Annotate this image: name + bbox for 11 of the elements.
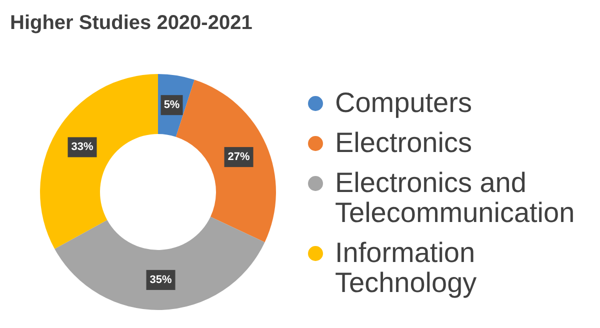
donut-slice <box>40 74 158 249</box>
donut-slice <box>54 216 265 310</box>
data-label: 35% <box>150 274 172 286</box>
legend-label: Information Technology <box>335 237 478 298</box>
data-label: 5% <box>164 99 180 112</box>
data-label: 33% <box>71 141 94 154</box>
legend-label: Electronics <box>335 127 472 158</box>
legend-label: Computers <box>335 87 472 118</box>
legend-label: Electronics and Telecommunication <box>335 167 576 228</box>
data-label: 27% <box>228 151 250 164</box>
chart-title: Higher Studies 2020-2021 <box>9 11 254 36</box>
